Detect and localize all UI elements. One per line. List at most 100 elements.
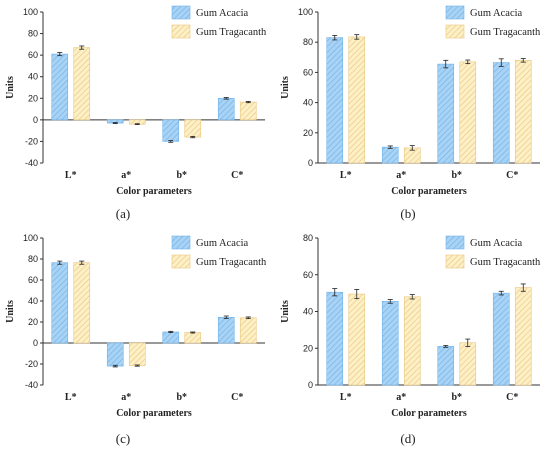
panel-label: (b)	[400, 206, 415, 221]
y-tick-label: 20	[28, 93, 38, 103]
bar-gum-acacia	[217, 316, 235, 344]
bar-gum-acacia	[437, 346, 455, 386]
y-tick-label: -20	[25, 359, 38, 369]
y-tick-label: 40	[303, 98, 313, 108]
bar-gum-acacia	[492, 62, 510, 164]
legend-swatch-gum-tragacanth	[171, 254, 191, 269]
bar-gum-tragacanth	[348, 293, 366, 386]
legend-label-gum-tragacanth: Gum Tragacanth	[470, 27, 541, 38]
x-tick-label: L*	[340, 392, 352, 403]
x-axis-title: Color parameters	[116, 408, 192, 419]
legend-swatch-gum-acacia	[445, 5, 465, 20]
y-axis-title: Units	[5, 300, 16, 323]
bar-gum-acacia	[381, 146, 399, 164]
panel-label: (c)	[116, 431, 130, 446]
x-tick-label: L*	[340, 170, 352, 181]
legend-label-gum-tragacanth: Gum Tragacanth	[470, 257, 541, 268]
legend-swatch-gum-tragacanth	[445, 254, 465, 269]
y-tick-label: 100	[23, 7, 38, 17]
x-tick-label: L*	[65, 170, 77, 181]
bar-gum-acacia	[162, 331, 180, 344]
y-tick-label: 60	[303, 270, 313, 280]
y-tick-label: 0	[33, 338, 38, 348]
x-axis-title: Color parameters	[391, 408, 467, 419]
legend-swatch-gum-tragacanth	[171, 24, 191, 39]
x-tick-label: b*	[176, 392, 187, 403]
y-tick-label: -40	[25, 158, 38, 168]
bar-gum-tragacanth	[73, 262, 91, 344]
legend-swatch-gum-tragacanth	[445, 24, 465, 39]
x-tick-label: a*	[396, 170, 406, 181]
bar-gum-tragacanth	[239, 317, 257, 344]
bar-gum-acacia	[162, 119, 180, 142]
bar-gum-tragacanth	[514, 60, 532, 164]
bar-gum-tragacanth	[128, 342, 146, 366]
panel-label: (a)	[116, 206, 130, 221]
bar-gum-acacia	[217, 97, 235, 121]
bar-gum-tragacanth	[184, 332, 202, 344]
y-tick-label: 0	[33, 115, 38, 125]
y-tick-label: -20	[25, 136, 38, 146]
y-tick-label: 60	[28, 50, 38, 60]
chart-panel-d: 0 20 40 60 80 Units L* a* b* C* Color parameters Gu…	[280, 233, 541, 446]
y-tick-label: 40	[28, 72, 38, 82]
bar-gum-tragacanth	[184, 119, 202, 138]
bar-gum-acacia	[326, 291, 344, 386]
bar-gum-tragacanth	[239, 101, 257, 121]
x-axis-title: Color parameters	[391, 186, 467, 197]
y-tick-label: 20	[303, 343, 313, 353]
bar-gum-acacia	[51, 262, 69, 344]
bar-gum-acacia	[381, 301, 399, 386]
y-tick-label: 0	[308, 158, 313, 168]
y-tick-label: 0	[308, 380, 313, 390]
panel-label: (d)	[400, 431, 415, 446]
x-tick-label: C*	[506, 170, 518, 181]
bar-gum-tragacanth	[73, 47, 91, 121]
y-tick-label: -40	[25, 380, 38, 390]
legend-swatch-gum-acacia	[171, 5, 191, 20]
y-axis-title: Units	[280, 300, 291, 323]
x-tick-label: C*	[506, 392, 518, 403]
bar-gum-tragacanth	[459, 342, 477, 386]
bar-gum-tragacanth	[348, 36, 366, 164]
y-tick-label: 60	[303, 67, 313, 77]
y-tick-label: 40	[303, 307, 313, 317]
bar-gum-acacia	[51, 53, 69, 121]
bar-gum-tragacanth	[403, 296, 421, 386]
bar-gum-acacia	[492, 292, 510, 386]
y-axis-title: Units	[5, 76, 16, 99]
legend-label-gum-acacia: Gum Acacia	[196, 238, 249, 249]
bar-gum-acacia	[326, 37, 344, 164]
y-tick-label: 40	[28, 296, 38, 306]
y-tick-label: 80	[303, 233, 313, 243]
x-tick-label: b*	[451, 170, 462, 181]
y-tick-label: 80	[303, 37, 313, 47]
bar-gum-tragacanth	[514, 287, 532, 386]
legend-swatch-gum-acacia	[445, 235, 465, 250]
y-axis-title: Units	[280, 76, 291, 99]
bar-gum-tragacanth	[459, 61, 477, 164]
y-tick-label: 100	[298, 7, 313, 17]
y-tick-label: 20	[303, 128, 313, 138]
x-tick-label: a*	[121, 392, 131, 403]
x-tick-label: C*	[231, 170, 243, 181]
x-tick-label: b*	[451, 392, 462, 403]
x-tick-label: a*	[121, 170, 131, 181]
y-tick-label: 60	[28, 275, 38, 285]
x-tick-label: L*	[65, 392, 77, 403]
legend-label-gum-tragacanth: Gum Tragacanth	[196, 27, 267, 38]
legend-label-gum-acacia: Gum Acacia	[196, 8, 249, 19]
y-tick-label: 20	[28, 317, 38, 327]
chart-panel-b: 0 20 40 60 80 100 Units L* a* b* C* Color parameter…	[280, 5, 541, 221]
bar-gum-acacia	[106, 342, 124, 367]
chart-panel-a: -40 -20 0 20 40 60 80 100 Units L* a* b* C* Color par…	[5, 5, 267, 221]
x-axis-title: Color parameters	[116, 186, 192, 197]
y-tick-label: 100	[23, 233, 38, 243]
y-tick-label: 80	[28, 29, 38, 39]
legend-label-gum-acacia: Gum Acacia	[470, 238, 523, 249]
x-tick-label: b*	[176, 170, 187, 181]
x-tick-label: a*	[396, 392, 406, 403]
y-tick-label: 80	[28, 254, 38, 264]
legend-swatch-gum-acacia	[171, 235, 191, 250]
